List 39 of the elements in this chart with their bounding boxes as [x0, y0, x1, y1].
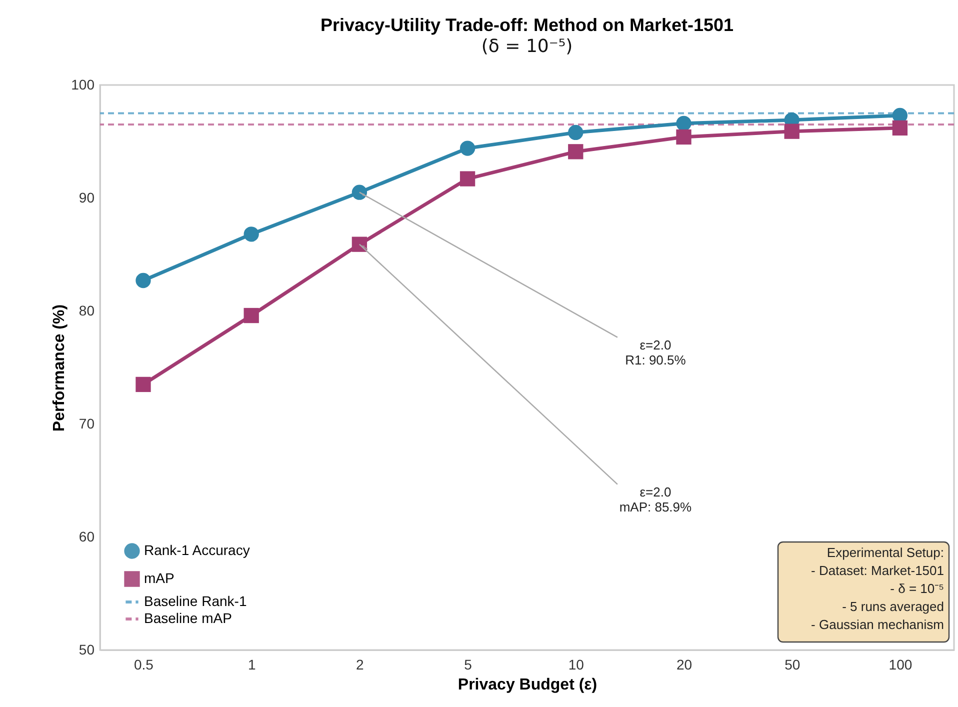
annotation: Experimental Setup: - Dataset: Market-1501 - δ = 10⁻⁵ - 5 runs averaged - Gaussian mechanism	[811, 545, 944, 632]
chart-title: Privacy-Utility Trade-off: Method on Market-1501	[320, 15, 734, 35]
point	[136, 272, 151, 288]
y-tick-label: 80	[78, 302, 95, 318]
x-tick-label: 100	[888, 656, 912, 672]
x-tick-label: 0.5	[134, 656, 154, 672]
annotation: ε=2.0 R1: 90.5%	[625, 337, 686, 368]
chart-subtitle: (δ = 10⁻⁵)	[481, 36, 573, 57]
point	[460, 171, 476, 186]
point	[784, 124, 800, 139]
point	[352, 184, 368, 200]
x-tick-label: 20	[676, 656, 692, 672]
y-tick-label: 60	[78, 528, 95, 544]
y-axis-title: Performance (%)	[51, 304, 68, 432]
point	[244, 308, 259, 324]
y-tick-label: 50	[78, 642, 95, 658]
legend-label: Rank-1 Accuracy	[144, 542, 250, 558]
point	[244, 226, 259, 242]
point	[136, 376, 151, 392]
x-tick-label: 10	[568, 656, 584, 672]
y-tick-label: 90	[78, 190, 95, 206]
legend-label: Baseline mAP	[144, 610, 232, 626]
x-tick-label: 1	[248, 656, 256, 672]
point	[460, 140, 476, 156]
legend-label: Baseline Rank-1	[144, 593, 247, 609]
x-axis-title: Privacy Budget (ε)	[458, 676, 598, 694]
legend-label: mAP	[144, 570, 174, 586]
annotation: ε=2.0 mAP: 85.9%	[619, 484, 692, 514]
point	[892, 120, 908, 136]
point	[676, 116, 692, 131]
y-tick-label: 100	[71, 76, 95, 92]
y-tick-label: 70	[78, 416, 95, 432]
point	[352, 236, 368, 252]
point	[676, 129, 692, 145]
x-tick-label: 5	[464, 656, 472, 672]
point	[568, 124, 584, 140]
point	[568, 144, 584, 160]
x-tick-label: 50	[784, 656, 800, 672]
x-tick-label: 2	[356, 656, 364, 672]
